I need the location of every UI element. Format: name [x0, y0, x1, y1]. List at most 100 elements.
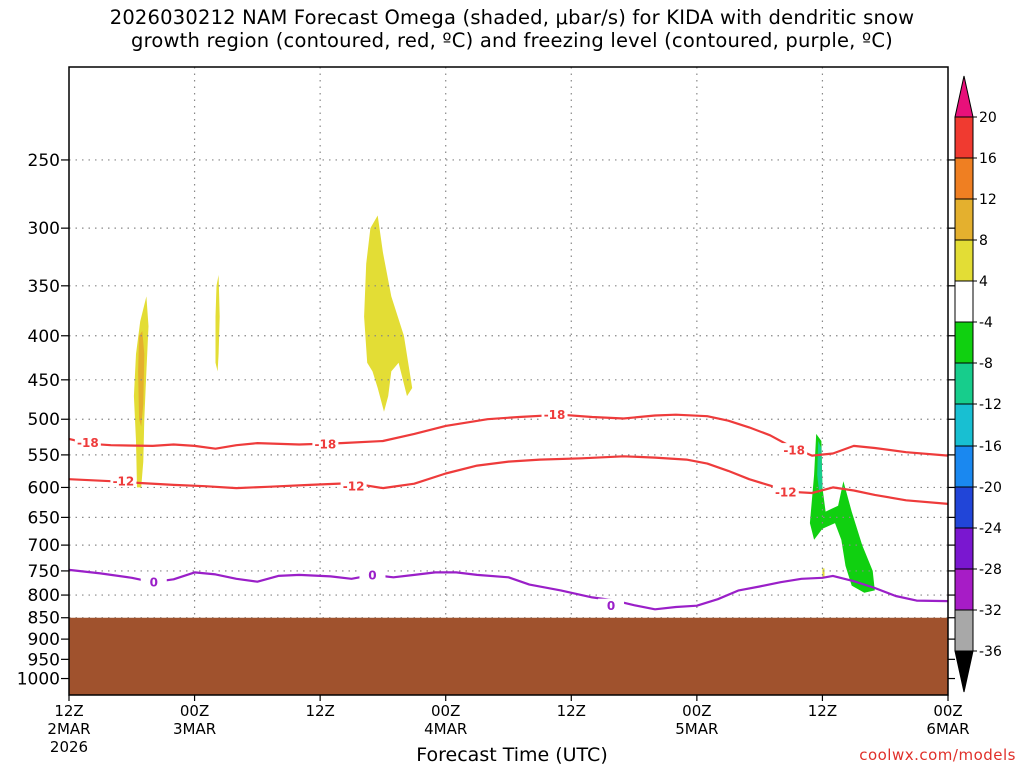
x-tick-label-2: 6MAR	[926, 720, 969, 738]
plot-frame	[68, 66, 949, 696]
x-tick-label-1: 00Z	[933, 702, 962, 720]
omega-region	[150, 468, 160, 576]
x-axis-title: Forecast Time (UTC)	[416, 744, 608, 766]
colorbar-bin	[954, 116, 974, 159]
y-tick-label: 300	[28, 219, 60, 239]
contour-label: -12	[775, 485, 797, 499]
omega-region	[138, 331, 145, 427]
colorbar-label: -12	[979, 397, 1002, 413]
omega-shading	[133, 215, 889, 613]
chart-title-line-1: 2026030212 NAM Forecast Omega (shaded, μ…	[109, 6, 915, 29]
contour-label: -18	[783, 444, 805, 458]
colorbar-bin	[954, 157, 974, 200]
colorbar-arrow-top	[954, 75, 974, 118]
colorbar-bin	[954, 239, 974, 282]
y-tick-label: 350	[28, 277, 60, 297]
contour-label-bg	[781, 443, 808, 457]
contour-label-bg	[110, 474, 137, 488]
ground-fill	[69, 617, 948, 695]
contour-label-bg	[74, 435, 101, 449]
credit-link[interactable]: coolwx.com/models	[859, 746, 1016, 764]
contour-label: 0	[368, 568, 376, 582]
y-tick-label: 1000	[17, 670, 60, 690]
contour-label-bg	[772, 484, 799, 498]
plot-border	[68, 66, 949, 696]
colorbar-label: -24	[979, 521, 1002, 537]
colorbar-label: -36	[979, 644, 1002, 660]
contour-label-bg	[312, 436, 339, 450]
chart-title: 2026030212 NAM Forecast Omega (shaded, μ…	[0, 6, 1024, 52]
y-tick-label: 650	[28, 508, 60, 528]
x-tick-label-3: 2026	[50, 738, 88, 756]
colorbar-label: -32	[979, 603, 1002, 619]
colorbar-bin	[954, 403, 974, 447]
colorbar-bin	[954, 486, 974, 529]
x-tick-label-2: 3MAR	[173, 720, 216, 738]
ground-layer	[69, 617, 948, 695]
contour-label: -18	[544, 408, 566, 422]
colorbar-label: 16	[979, 151, 997, 167]
contour-label: -12	[113, 475, 135, 489]
contour-label: -18	[315, 437, 337, 451]
colorbar-bin	[954, 527, 974, 570]
colorbar-label: -16	[979, 439, 1002, 455]
contours: -18 -18 -18 -18 -12 -12 -12 0 0 0	[68, 407, 949, 613]
y-tick-label: 600	[28, 478, 60, 498]
chart-title-line-2: growth region (contoured, red, ºC) and f…	[131, 29, 893, 52]
colorbar-bin	[954, 445, 974, 488]
colorbar-label: 4	[979, 274, 988, 290]
y-axis: 2503003504004505005506006507007508008509…	[17, 151, 955, 690]
contour-label-bg	[541, 407, 568, 421]
x-tick-label-1: 12Z	[54, 702, 83, 720]
y-tick-label: 800	[28, 586, 60, 606]
x-tick-label-1: 12Z	[305, 702, 334, 720]
x-tick-label-2: 2MAR	[47, 720, 90, 738]
y-tick-label: 950	[28, 650, 60, 670]
contour-label: 0	[150, 576, 158, 590]
contour-line	[68, 455, 949, 505]
colorbar-label: 12	[979, 192, 997, 208]
contour-label-bg	[140, 575, 167, 589]
omega-region	[793, 362, 889, 607]
colorbar: 20 16 12 8 4 -4 -8 -12 -16 -20 -24 -28 -32 -36	[954, 75, 1002, 693]
omega-region	[215, 275, 220, 372]
x-tick-label-2: 4MAR	[424, 720, 467, 738]
x-tick-label-1: 12Z	[557, 702, 586, 720]
omega-region	[822, 228, 828, 281]
omega-region	[364, 215, 413, 412]
x-tick-label-1: 00Z	[431, 702, 460, 720]
colorbar-label: -8	[979, 356, 993, 372]
contour-label-bg	[340, 479, 367, 493]
colorbar-label: -28	[979, 562, 1002, 578]
x-tick-label-2: 5MAR	[675, 720, 718, 738]
colorbar-bin	[954, 321, 974, 364]
colorbar-bin	[954, 280, 974, 323]
colorbar-bin	[954, 198, 974, 241]
y-tick-label: 400	[28, 327, 60, 347]
y-tick-label: 700	[28, 536, 60, 556]
colorbar-bin	[954, 609, 974, 652]
contour-label-bg	[598, 598, 625, 612]
grid	[69, 67, 948, 695]
y-tick-label: 250	[28, 151, 60, 171]
y-tick-label: 850	[28, 609, 60, 629]
y-tick-label: 500	[28, 410, 60, 430]
y-tick-label: 900	[28, 630, 60, 650]
colorbar-bin	[954, 568, 974, 611]
y-tick-label: 750	[28, 562, 60, 582]
contour-label: -12	[343, 480, 365, 494]
contour-line	[68, 413, 949, 457]
colorbar-bin	[954, 362, 974, 405]
omega-region	[809, 433, 875, 593]
colorbar-arrow-bottom	[954, 650, 974, 693]
y-tick-label: 550	[28, 446, 60, 466]
colorbar-label: -20	[979, 480, 1002, 496]
colorbar-label: 8	[979, 233, 988, 249]
colorbar-label: -4	[979, 315, 993, 331]
x-tick-label-1: 00Z	[180, 702, 209, 720]
contour-label: 0	[607, 599, 615, 613]
colorbar-label: 20	[979, 110, 997, 126]
contour-label: -18	[77, 436, 99, 450]
